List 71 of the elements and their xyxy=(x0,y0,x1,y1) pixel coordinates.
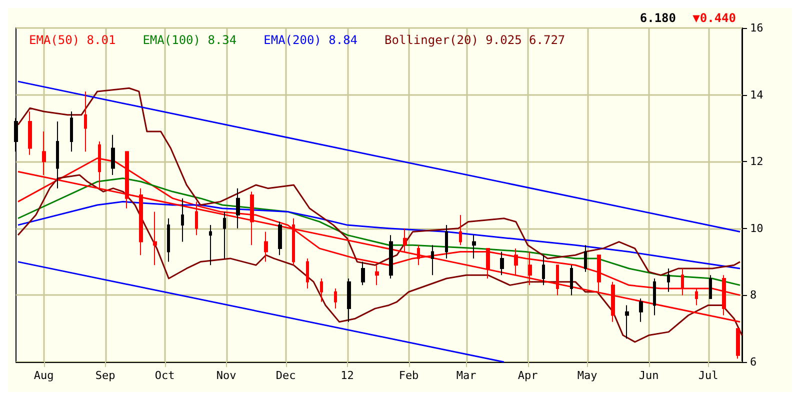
candlestick xyxy=(500,251,504,276)
candlestick xyxy=(653,278,656,316)
line-series xyxy=(17,178,741,286)
x-tick-label: Feb xyxy=(398,369,419,382)
candlestick xyxy=(625,304,629,340)
candlestick xyxy=(639,298,643,322)
text: Bollinger(20) 9.025 6.727 xyxy=(384,33,566,47)
x-tick-label: Apr xyxy=(518,369,538,382)
y-tick-label: 16 xyxy=(750,22,764,34)
candlestick xyxy=(292,218,295,266)
line-series xyxy=(17,200,741,270)
y-tick-label: 6 xyxy=(750,356,757,368)
x-tick-label: Sep xyxy=(95,369,116,382)
candlestick xyxy=(486,248,490,279)
candlestick xyxy=(445,224,448,259)
candlestick xyxy=(347,278,351,322)
text: 6.180 xyxy=(640,11,676,25)
y-tick-label: 8 xyxy=(750,288,757,302)
candlestick xyxy=(306,258,309,290)
candlestick xyxy=(139,188,143,256)
candlestick xyxy=(570,264,573,296)
candlestick xyxy=(584,244,587,272)
x-tick-label: Jul xyxy=(698,369,718,382)
x-tick-label: Dec xyxy=(276,369,296,382)
y-tick-label: 10 xyxy=(750,222,764,235)
candlestick xyxy=(195,201,198,236)
candlestick xyxy=(389,234,393,279)
candlestick xyxy=(417,244,420,266)
y-tick-label: 12 xyxy=(750,155,764,168)
candlestick xyxy=(111,134,115,176)
x-tick-label: Nov xyxy=(216,369,237,382)
candlestick xyxy=(736,328,740,360)
candlestick xyxy=(278,221,282,256)
x-tick-label: May xyxy=(577,369,598,382)
candlestick xyxy=(459,214,462,246)
text: EMA(200) 8.84 xyxy=(264,33,358,47)
candlestick xyxy=(667,268,670,292)
x-tick-label: Jun xyxy=(638,369,659,382)
candlestick xyxy=(542,254,545,286)
candlestick xyxy=(236,188,240,229)
candlestick xyxy=(167,218,170,262)
line-series xyxy=(17,87,741,276)
candlestick xyxy=(431,244,434,276)
x-tick-label: Aug xyxy=(34,369,54,382)
candlestick xyxy=(334,288,337,310)
candlestick xyxy=(223,211,226,259)
candlestick xyxy=(56,121,59,189)
candlestick xyxy=(181,198,184,242)
candlestick xyxy=(528,251,532,286)
candlestick xyxy=(472,234,476,259)
candlestick xyxy=(709,274,712,300)
candlestick xyxy=(70,111,73,152)
candlestick xyxy=(264,231,268,262)
x-tick-label: Mar xyxy=(456,369,477,382)
y-tick-label: 14 xyxy=(750,88,764,102)
x-tick-label: 12 xyxy=(340,369,354,382)
candlestick xyxy=(403,228,407,252)
candlestick xyxy=(28,111,32,156)
candlestick xyxy=(84,90,87,152)
candlestick xyxy=(375,264,379,286)
candlestick xyxy=(250,191,254,246)
candlestick xyxy=(320,278,323,302)
candlestick xyxy=(514,248,518,276)
candlestick xyxy=(597,254,601,292)
text: EMA(50) 8.01 xyxy=(29,33,116,47)
x-tick-label: Oct xyxy=(154,369,175,382)
candlestick xyxy=(209,224,212,266)
candlestick xyxy=(153,211,157,266)
text: EMA(100) 8.34 xyxy=(142,33,237,47)
text: ▼0.440 xyxy=(692,11,736,25)
candlestick xyxy=(361,261,365,286)
